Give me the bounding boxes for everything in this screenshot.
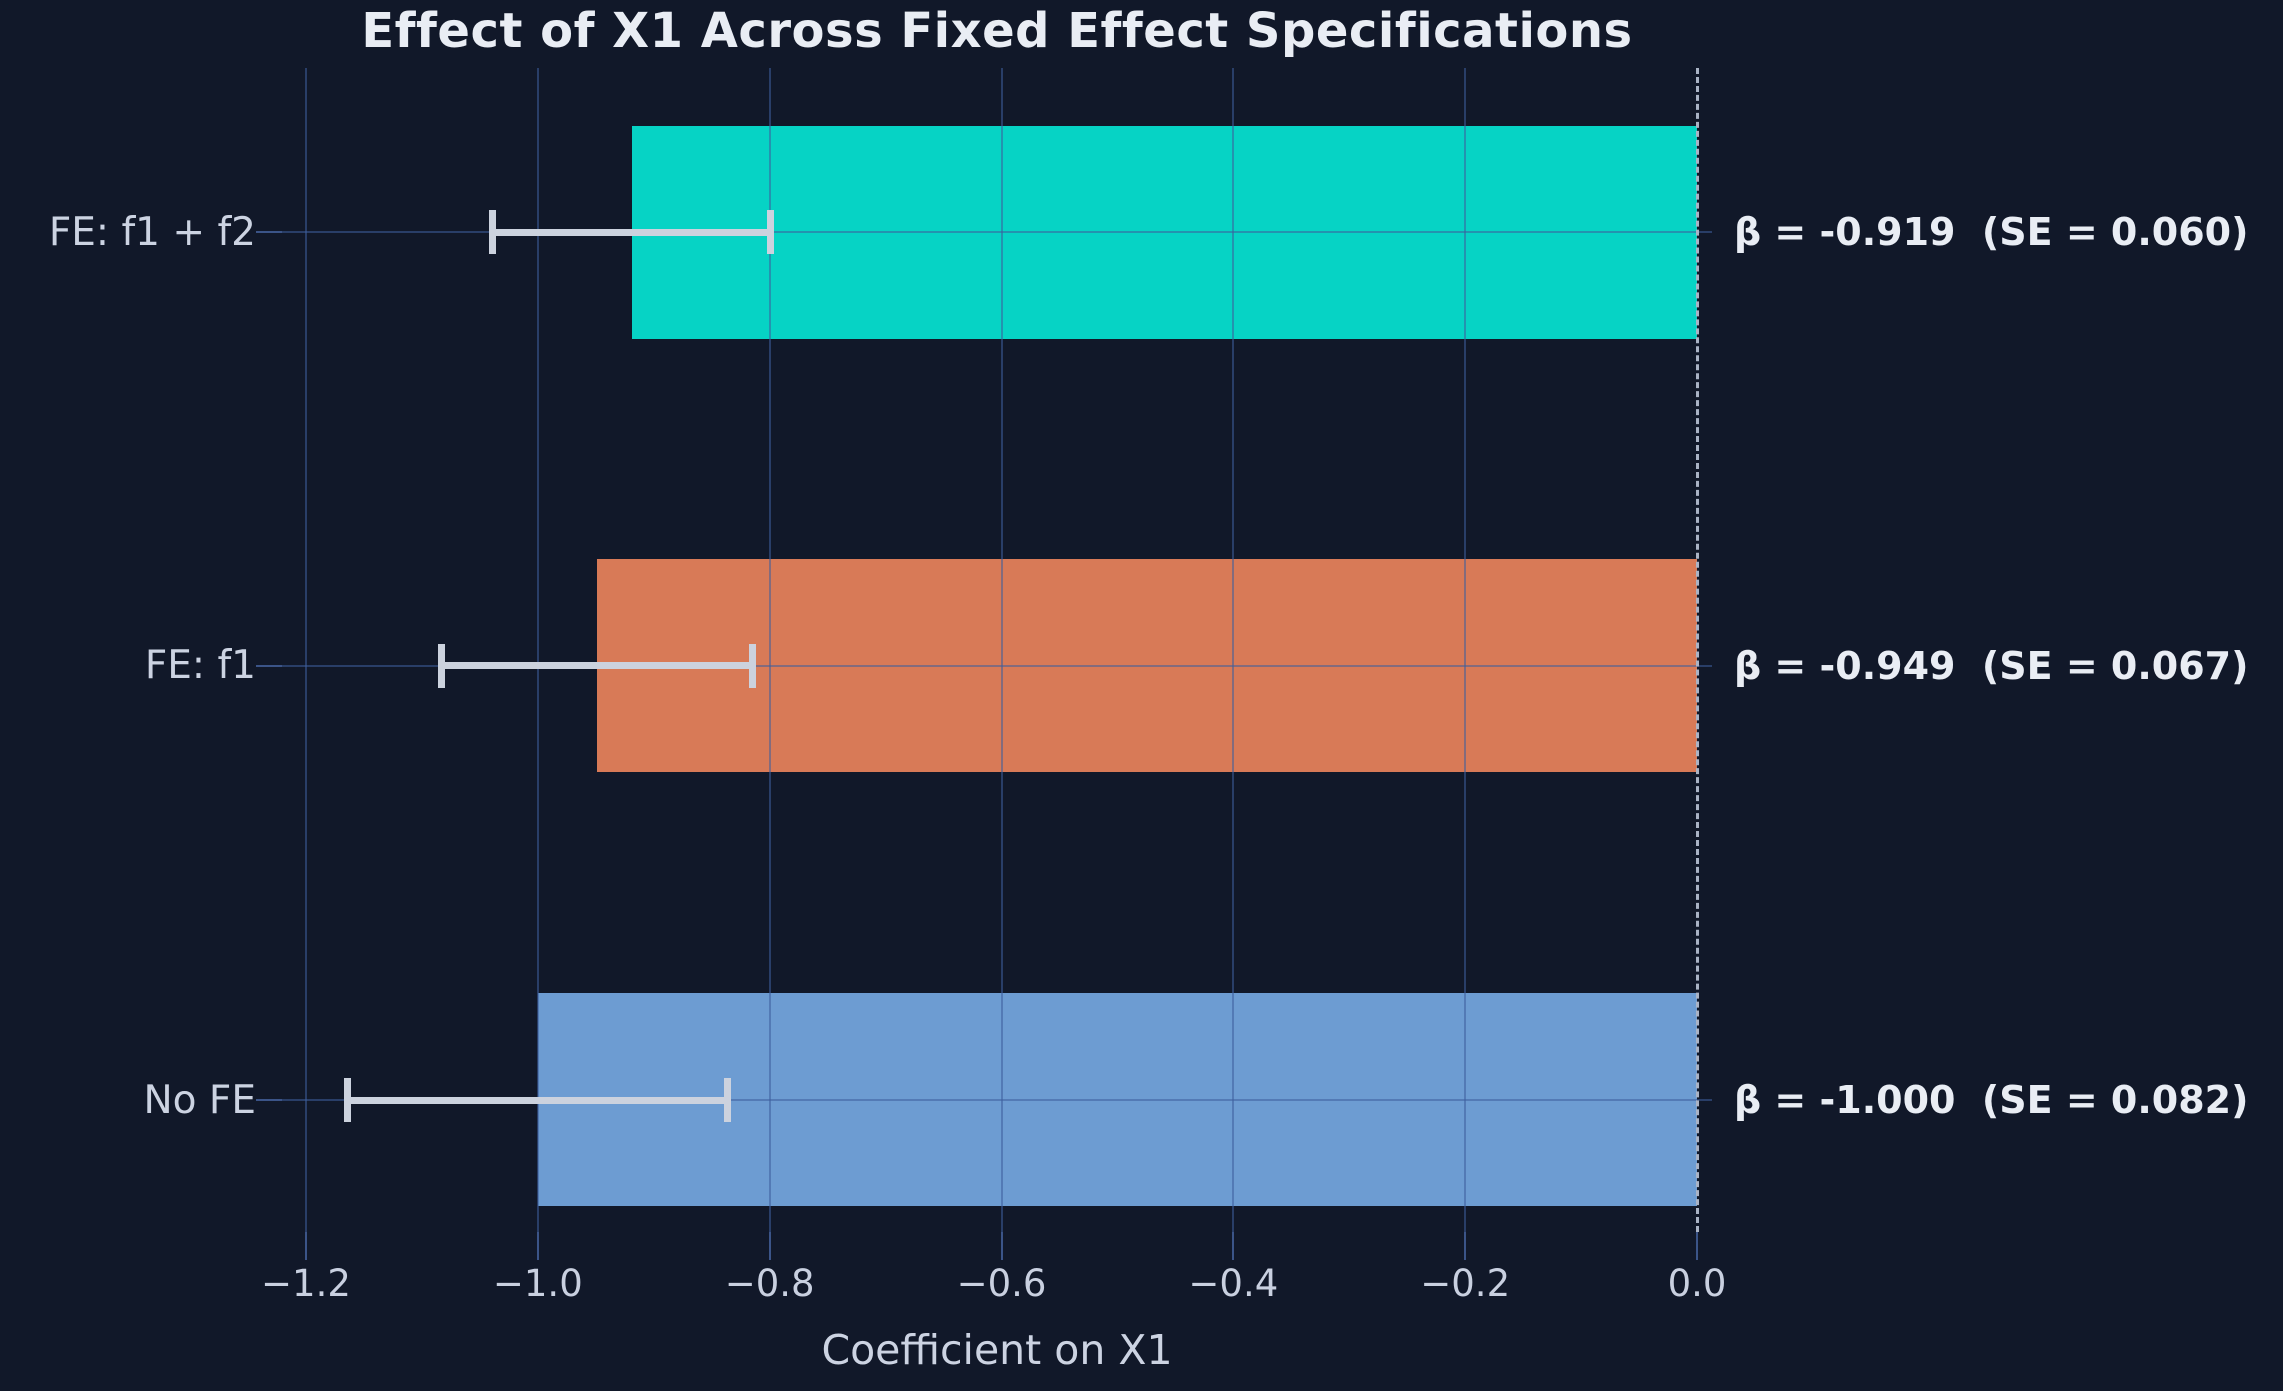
- error-bar-line: [492, 228, 771, 236]
- error-bar-cap: [767, 210, 775, 254]
- beta-se-annotation: β = -0.919 (SE = 0.060): [1734, 210, 2249, 254]
- x-tick-mark: [1696, 1232, 1699, 1260]
- y-category-label: No FE: [143, 1077, 256, 1123]
- x-tick-label: −1.0: [492, 1262, 583, 1305]
- x-tick-label: −0.4: [1188, 1262, 1279, 1305]
- x-tick-mark: [1000, 1232, 1003, 1260]
- error-bar-cap: [748, 643, 756, 688]
- error-bar-cap: [724, 1078, 732, 1122]
- y-category-label: FE: f1 + f2: [48, 209, 256, 255]
- beta-se-annotation: β = -0.949 (SE = 0.067): [1734, 643, 2249, 688]
- vertical-gridline: [1464, 68, 1467, 1232]
- x-tick-mark: [536, 1232, 539, 1260]
- error-bar-line: [347, 1096, 728, 1104]
- x-tick-mark: [768, 1232, 771, 1260]
- x-tick-mark: [1232, 1232, 1235, 1260]
- zero-reference-line: [1695, 68, 1699, 1232]
- error-bar-cap: [344, 1078, 352, 1122]
- x-tick-label: −0.2: [1420, 1262, 1511, 1305]
- vertical-gridline: [1232, 68, 1235, 1232]
- x-tick-mark: [1464, 1232, 1467, 1260]
- x-tick-label: 0.0: [1667, 1262, 1727, 1305]
- vertical-gridline: [536, 68, 539, 1232]
- plot-area: [282, 68, 1712, 1232]
- horizontal-gridline: [282, 664, 1712, 667]
- x-tick-label: −0.8: [724, 1262, 815, 1305]
- x-tick-mark: [304, 1232, 307, 1260]
- vertical-gridline: [304, 68, 307, 1232]
- y-category-label: FE: f1: [144, 643, 256, 689]
- vertical-gridline: [1000, 68, 1003, 1232]
- error-bar-cap: [438, 643, 446, 688]
- vertical-gridline: [768, 68, 771, 1232]
- x-tick-label: −0.6: [956, 1262, 1047, 1305]
- y-tick-mark: [256, 664, 282, 667]
- x-tick-label: −1.2: [261, 1262, 351, 1305]
- horizontal-gridline: [282, 231, 1712, 233]
- beta-se-annotation: β = -1.000 (SE = 0.082): [1734, 1078, 2249, 1122]
- chart-title: Effect of X1 Across Fixed Effect Specifi…: [361, 3, 1633, 59]
- error-bar-cap: [489, 210, 497, 254]
- y-tick-mark: [256, 231, 282, 233]
- error-bar-line: [441, 662, 753, 670]
- x-axis-label: Coefficient on X1: [821, 1326, 1173, 1374]
- y-tick-mark: [256, 1099, 282, 1101]
- horizontal-gridline: [282, 1099, 1712, 1101]
